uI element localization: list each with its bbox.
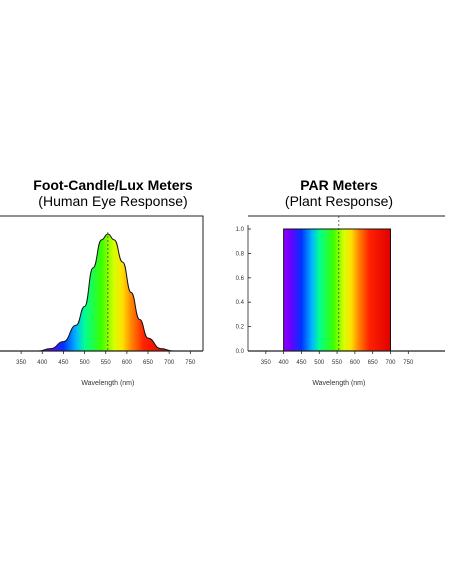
lux-chart-subtitle: (Human Eye Response) [38,193,188,209]
x-tick-label: 350 [261,360,272,366]
par-chart-subtitle: (Plant Response) [284,193,394,209]
response-area [283,228,391,352]
y-tick-label: 0.0 [236,349,245,355]
par-chart-title: PAR Meters [300,177,378,193]
x-tick-label: 650 [368,360,379,366]
lux-chart-title: Foot-Candle/Lux Meters [33,177,193,193]
x-tick-label: 550 [332,360,343,366]
x-tick-label: 400 [37,360,48,366]
y-tick-label: 1.0 [236,227,245,233]
x-tick-label: 750 [403,360,414,366]
lux-panel: Foot-Candle/Lux Meters (Human Eye Respon… [0,177,204,387]
par-panel: PAR Meters (Plant Response) 350 400 450 500… [226,0,452,584]
par-chart: 350 400 450 500 550 600 650 700 750 0.0 0.2 0.4 0.6 0… [236,215,445,387]
x-tick-label: 400 [279,360,290,366]
x-axis-label: Wavelength (nm) [81,380,134,387]
x-tick-label: 600 [122,360,133,366]
x-tick-label: 450 [296,360,307,366]
lux-chart: 350 400 450 500 550 600 650 700 750 Wavelength (n… [0,215,204,387]
x-tick-label: 350 [16,360,27,366]
plot-frame [0,215,204,351]
x-tick-label: 750 [185,360,196,366]
y-tick-label: 0.8 [236,251,245,257]
x-tick-label: 450 [58,360,69,366]
x-tick-label: 600 [350,360,361,366]
y-tick-label: 0.2 [236,325,245,331]
x-axis-label: Wavelength (nm) [312,380,365,387]
x-tick-label: 650 [143,360,154,366]
x-tick-label: 700 [385,360,396,366]
x-tick-label: 700 [164,360,175,366]
x-tick-label: 550 [101,360,112,366]
y-tick-label: 0.6 [236,276,245,282]
x-tick-label: 500 [80,360,91,366]
x-tick-label: 500 [314,360,325,366]
y-tick-label: 0.4 [236,300,245,306]
response-area [38,233,174,352]
